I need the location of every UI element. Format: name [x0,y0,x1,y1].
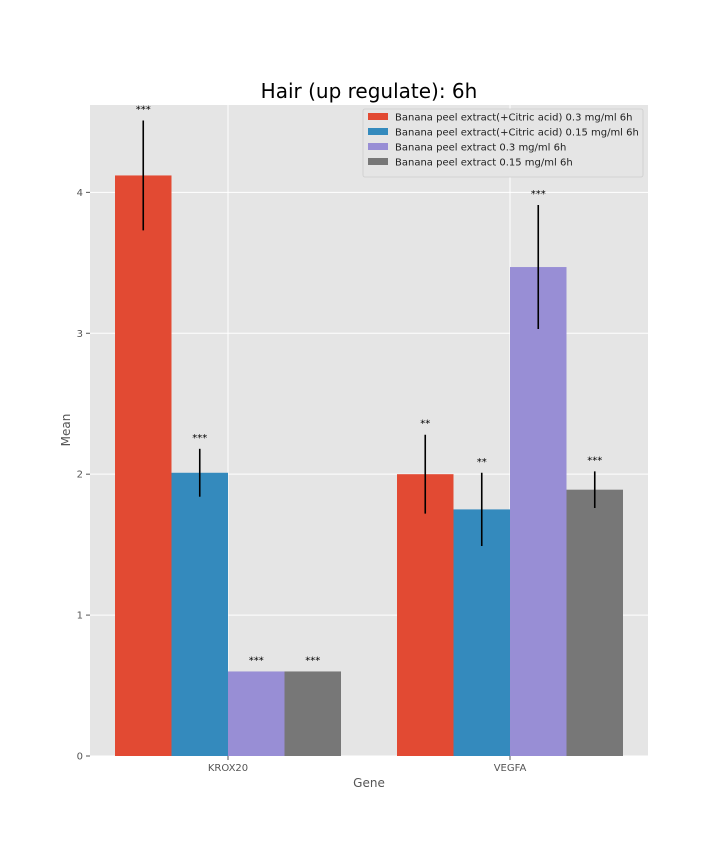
y-tick-label-4: 4 [77,188,83,199]
legend-entry-2: Banana peel extract 0.3 mg/ml 6h [395,143,566,154]
y-axis: 0 1 2 3 4 [77,188,90,763]
significance-vegfa-series-0: ** [420,419,430,430]
legend-swatch-2 [368,143,388,150]
bar-vegfa-series-0 [397,474,454,756]
x-tick-label-krox20: KROX20 [208,763,248,774]
y-tick-label-0: 0 [77,752,83,763]
bars [115,175,623,757]
x-tick-label-vegfa: VEGFA [494,763,527,774]
legend-frame [362,108,644,178]
bar-vegfa-series-1 [453,509,510,756]
bar-krox20-series-0 [115,175,172,757]
significance-krox20-series-0: *** [136,105,151,116]
significance-krox20-series-2: *** [249,655,264,666]
legend-entry-0: Banana peel extract(+Citric acid) 0.3 mg… [395,113,632,124]
y-axis-label: Mean [59,414,73,447]
legend-swatch-1 [368,128,388,135]
significance-labels: ********************** [136,105,603,667]
significance-krox20-series-3: *** [305,655,320,666]
x-axis: KROX20 VEGFA [208,756,527,774]
bar-krox20-series-1 [171,472,228,756]
bar-vegfa-series-3 [566,489,623,756]
y-tick-label-3: 3 [77,329,83,340]
bar-vegfa-series-2 [510,267,567,756]
significance-vegfa-series-2: *** [531,189,546,200]
legend-entry-3: Banana peel extract 0.15 mg/ml 6h [395,158,573,169]
chart-title: Hair (up regulate): 6h [261,79,478,103]
x-axis-label: Gene [353,776,385,790]
significance-vegfa-series-3: *** [587,455,602,466]
legend-swatch-0 [368,113,388,120]
bar-krox20-series-2 [228,671,285,756]
y-tick-label-2: 2 [77,470,83,481]
significance-vegfa-series-1: ** [477,457,487,468]
significance-krox20-series-1: *** [192,433,207,444]
legend-entry-1: Banana peel extract(+Citric acid) 0.15 m… [395,128,639,139]
bar-krox20-series-3 [284,671,341,756]
legend: Banana peel extract(+Citric acid) 0.3 mg… [362,108,644,178]
error-bars [142,120,596,547]
legend-swatch-3 [368,158,388,165]
y-tick-label-1: 1 [77,611,83,622]
